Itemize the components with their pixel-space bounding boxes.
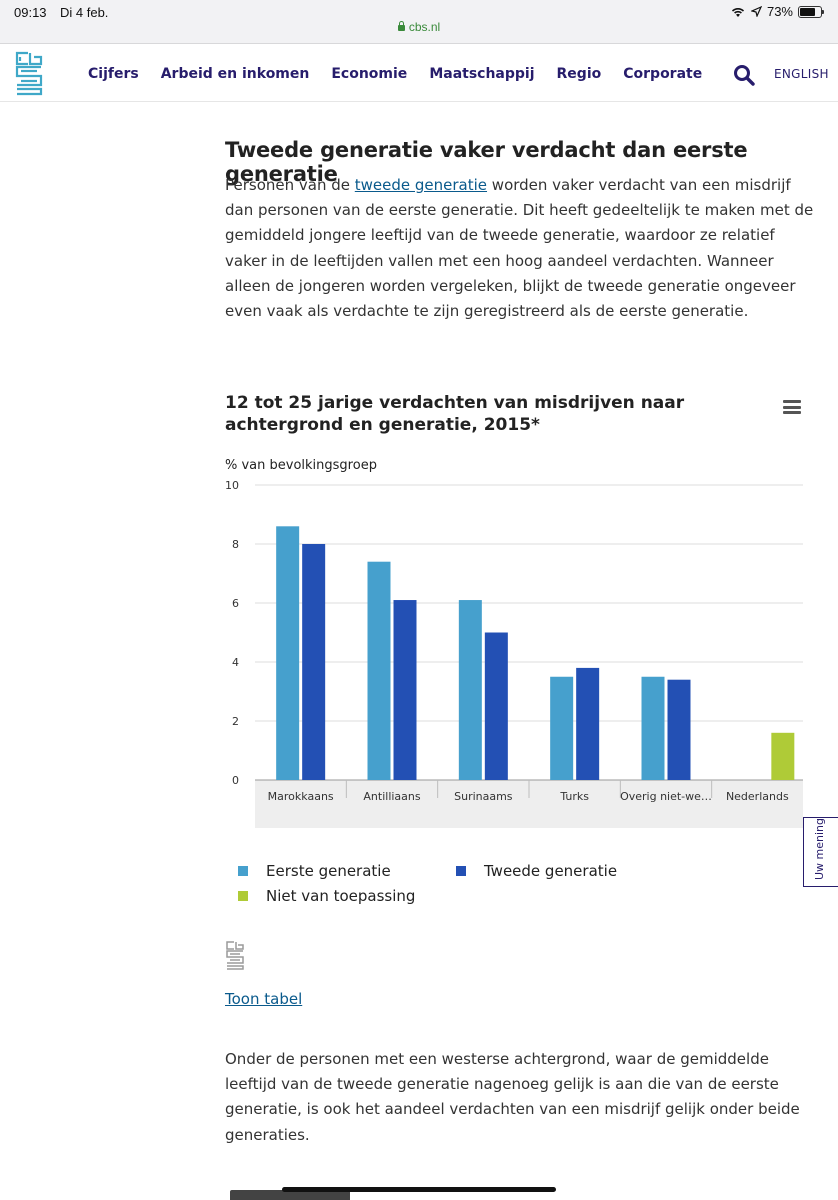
- legend-label: Niet van toepassing: [266, 887, 416, 905]
- bar-antilliaans-tweede-generatie: [393, 600, 417, 780]
- bar-marokkaans-tweede-generatie: [302, 544, 326, 780]
- home-indicator[interactable]: [282, 1187, 556, 1192]
- x-tick-label: Overig niet-we…: [620, 790, 712, 803]
- y-tick-label: 0: [232, 774, 239, 787]
- chart-menu-icon[interactable]: [783, 400, 801, 414]
- tweede-generatie-link[interactable]: tweede generatie: [354, 176, 488, 194]
- nav-corporate[interactable]: Corporate: [623, 66, 703, 82]
- next-heading-partial: [230, 1190, 350, 1200]
- second-paragraph: Onder de personen met een westerse achte…: [225, 1050, 800, 1144]
- language-switch[interactable]: ENGLISH: [774, 67, 829, 81]
- location-arrow-icon: [750, 6, 762, 17]
- nav-regio[interactable]: Regio: [556, 66, 602, 82]
- bar-surinaams-tweede-generatie: [484, 632, 508, 780]
- battery-icon: [798, 5, 824, 18]
- feedback-label: Uw mening: [813, 817, 826, 880]
- chart-legend: Eerste generatie Tweede generatie Niet v…: [238, 858, 658, 908]
- p1-text-before: Personen van de: [225, 176, 355, 194]
- nav-cijfers[interactable]: Cijfers: [88, 66, 139, 82]
- chart-title: 12 tot 25 jarige verdachten van misdrijv…: [225, 393, 685, 435]
- bar-chart: % van bevolkingsgroep 0 2 4 6 8 10 Marokkaans An…: [225, 458, 803, 828]
- address-bar[interactable]: cbs.nl: [0, 20, 838, 34]
- legend-swatch: [238, 866, 248, 876]
- site-header: Cijfers Arbeid en inkomen Economie Maats…: [0, 44, 838, 102]
- toon-tabel-link[interactable]: Toon tabel: [225, 990, 303, 1008]
- bar-overig-niet-we--eerste-generatie: [641, 676, 665, 780]
- bar-antilliaans-eerste-generatie: [367, 561, 391, 780]
- search-icon[interactable]: [733, 64, 755, 86]
- bar-surinaams-eerste-generatie: [458, 600, 482, 780]
- y-tick-label: 6: [232, 597, 239, 610]
- legend-swatch: [238, 891, 248, 901]
- legend-label: Eerste generatie: [266, 862, 391, 880]
- y-tick-label: 8: [232, 538, 239, 551]
- lock-icon: [397, 21, 405, 31]
- bar-marokkaans-eerste-generatie: [276, 526, 300, 780]
- x-tick-label: Antilliaans: [363, 790, 420, 803]
- x-tick-label: Turks: [559, 790, 589, 803]
- battery-percent: 73%: [766, 4, 793, 19]
- bar-overig-niet-we--tweede-generatie: [667, 679, 691, 780]
- nav-economie[interactable]: Economie: [331, 66, 408, 82]
- x-tick-label: Nederlands: [726, 790, 789, 803]
- legend-item-tweede-generatie[interactable]: Tweede generatie: [456, 862, 617, 880]
- wifi-icon: [731, 7, 745, 17]
- intro-paragraph: Personen van de tweede generatie worden …: [225, 173, 820, 324]
- bar-turks-tweede-generatie: [576, 667, 600, 780]
- legend-label: Tweede generatie: [484, 862, 618, 880]
- cbs-logo-icon[interactable]: [14, 50, 44, 96]
- nav-maatschappij[interactable]: Maatschappij: [429, 66, 535, 82]
- cbs-small-logo-icon: [226, 941, 244, 970]
- url-text: cbs.nl: [408, 20, 441, 34]
- status-date: Di 4 feb.: [60, 5, 109, 20]
- x-tick-label: Marokkaans: [268, 790, 334, 803]
- legend-item-eerste-generatie[interactable]: Eerste generatie: [238, 862, 391, 880]
- status-time: 09:13: [14, 5, 47, 20]
- nav-arbeid-en-inkomen[interactable]: Arbeid en inkomen: [160, 66, 310, 82]
- status-right: 73%: [730, 4, 824, 19]
- status-bar: 09:13 Di 4 feb. 73% cbs.nl: [0, 0, 838, 44]
- legend-item-niet-van-toepassing[interactable]: Niet van toepassing: [238, 887, 415, 905]
- main-nav: Cijfers Arbeid en inkomen Economie Maats…: [88, 66, 702, 82]
- legend-swatch: [456, 866, 466, 876]
- y-axis-title: % van bevolkingsgroep: [225, 458, 377, 473]
- y-tick-label: 2: [232, 715, 239, 728]
- section-heading: Tweede generatie vaker verdacht dan eers…: [225, 138, 748, 186]
- p1-text-after: worden vaker verdacht van een misdrijf d…: [225, 176, 814, 321]
- bar-turks-eerste-generatie: [550, 676, 574, 780]
- feedback-tab[interactable]: Uw mening: [803, 817, 838, 887]
- y-tick-label: 4: [232, 656, 239, 669]
- x-tick-label: Surinaams: [454, 790, 513, 803]
- y-tick-label: 10: [225, 479, 239, 492]
- bar-nederlands-niet-van-toepassing: [771, 732, 795, 780]
